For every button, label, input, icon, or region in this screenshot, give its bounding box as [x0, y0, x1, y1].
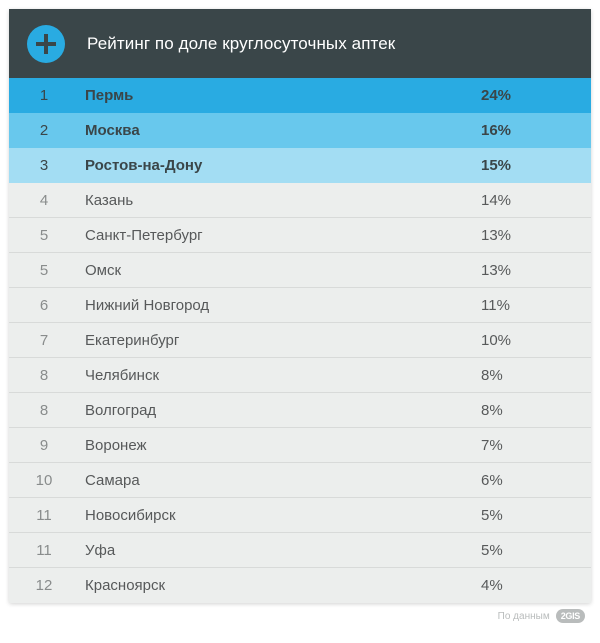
table-row: 3Ростов-на-Дону15% — [9, 148, 591, 183]
rank-cell: 11 — [9, 507, 79, 524]
city-cell: Омск — [79, 262, 481, 279]
rank-cell: 8 — [9, 402, 79, 419]
value-cell: 7% — [481, 437, 591, 454]
value-cell: 14% — [481, 192, 591, 209]
city-cell: Нижний Новгород — [79, 297, 481, 314]
value-cell: 13% — [481, 227, 591, 244]
rank-cell: 9 — [9, 437, 79, 454]
value-cell: 5% — [481, 542, 591, 559]
city-cell: Челябинск — [79, 367, 481, 384]
value-cell: 6% — [481, 472, 591, 489]
table-row: 10Самара6% — [9, 463, 591, 498]
value-cell: 11% — [481, 297, 591, 314]
value-cell: 4% — [481, 577, 591, 594]
table-row: 11Уфа5% — [9, 533, 591, 568]
value-cell: 8% — [481, 367, 591, 384]
value-cell: 24% — [481, 87, 591, 104]
rank-cell: 4 — [9, 192, 79, 209]
city-cell: Уфа — [79, 542, 481, 559]
city-cell: Казань — [79, 192, 481, 209]
value-cell: 13% — [481, 262, 591, 279]
table-row: 8Волгоград8% — [9, 393, 591, 428]
rank-cell: 1 — [9, 87, 79, 104]
city-cell: Самара — [79, 472, 481, 489]
value-cell: 15% — [481, 157, 591, 174]
card-title: Рейтинг по доле круглосуточных аптек — [87, 34, 395, 54]
ranking-card: Рейтинг по доле круглосуточных аптек 1Пе… — [9, 9, 591, 603]
city-cell: Москва — [79, 122, 481, 139]
city-cell: Пермь — [79, 87, 481, 104]
rank-cell: 5 — [9, 262, 79, 279]
rank-cell: 8 — [9, 367, 79, 384]
table-row: 2Москва16% — [9, 113, 591, 148]
rank-cell: 10 — [9, 472, 79, 489]
city-cell: Красноярск — [79, 577, 481, 594]
rank-cell: 6 — [9, 297, 79, 314]
plus-icon — [27, 25, 65, 63]
rank-cell: 11 — [9, 542, 79, 559]
table-row: 6Нижний Новгород11% — [9, 288, 591, 323]
city-cell: Екатеринбург — [79, 332, 481, 349]
table-row: 1Пермь24% — [9, 78, 591, 113]
value-cell: 10% — [481, 332, 591, 349]
table-row: 5Санкт-Петербург13% — [9, 218, 591, 253]
plus-icon-path — [36, 34, 56, 54]
value-cell: 16% — [481, 122, 591, 139]
city-cell: Новосибирск — [79, 507, 481, 524]
table-row: 7Екатеринбург10% — [9, 323, 591, 358]
table-row: 9Воронеж7% — [9, 428, 591, 463]
attribution-footer: По данным 2GIS — [9, 603, 591, 623]
rank-cell: 12 — [9, 577, 79, 594]
table-row: 11Новосибирск5% — [9, 498, 591, 533]
card-header: Рейтинг по доле круглосуточных аптек — [9, 9, 591, 78]
rank-cell: 7 — [9, 332, 79, 349]
city-cell: Волгоград — [79, 402, 481, 419]
ranking-rows: 1Пермь24%2Москва16%3Ростов-на-Дону15%4Ка… — [9, 78, 591, 603]
value-cell: 8% — [481, 402, 591, 419]
city-cell: Воронеж — [79, 437, 481, 454]
table-row: 5Омск13% — [9, 253, 591, 288]
rank-cell: 2 — [9, 122, 79, 139]
table-row: 12Красноярск4% — [9, 568, 591, 603]
city-cell: Санкт-Петербург — [79, 227, 481, 244]
table-row: 8Челябинск8% — [9, 358, 591, 393]
rank-cell: 3 — [9, 157, 79, 174]
table-row: 4Казань14% — [9, 183, 591, 218]
rank-cell: 5 — [9, 227, 79, 244]
value-cell: 5% — [481, 507, 591, 524]
attribution-label: По данным — [498, 611, 550, 622]
attribution-brand: 2GIS — [556, 609, 585, 623]
city-cell: Ростов-на-Дону — [79, 157, 481, 174]
